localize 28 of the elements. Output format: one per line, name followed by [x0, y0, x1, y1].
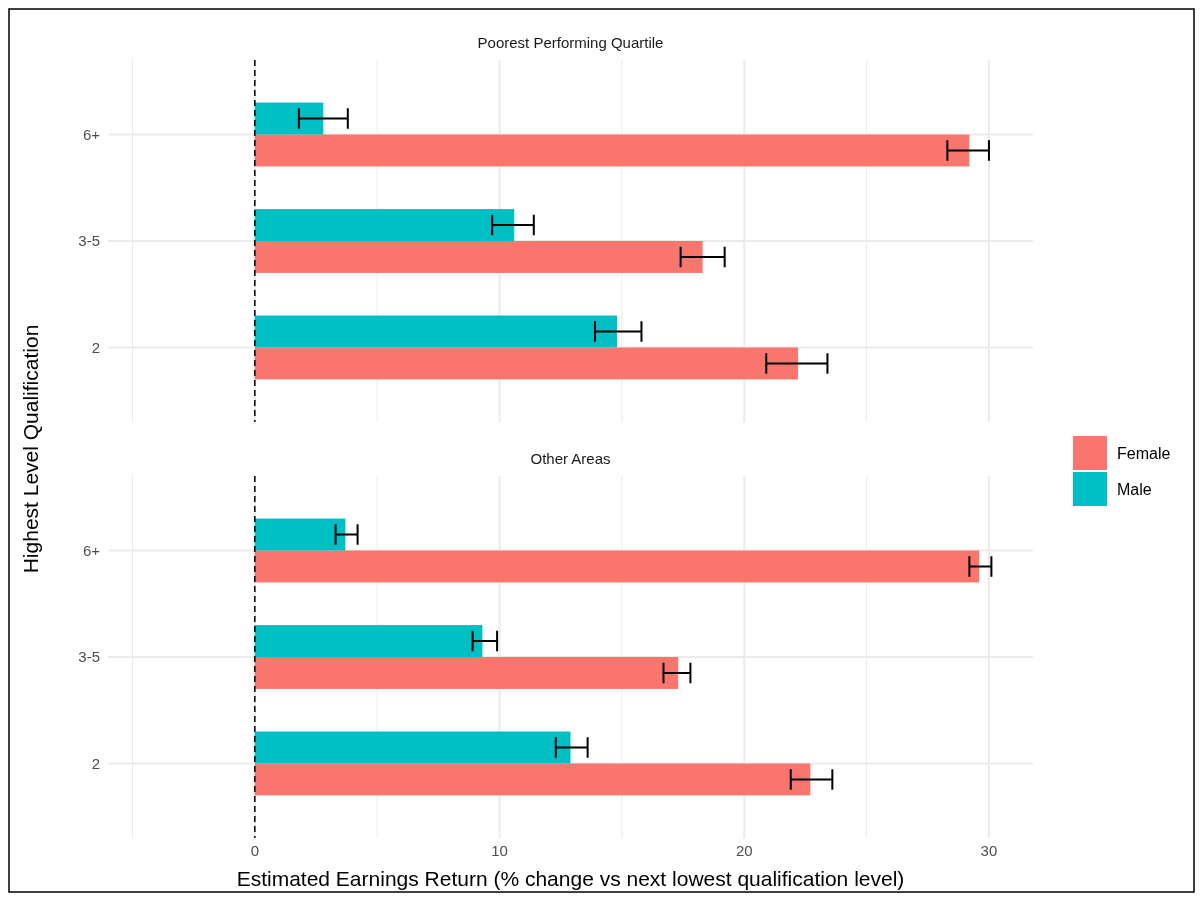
chart-title: Other Areas [530, 450, 611, 467]
x-axis-title: Estimated Earnings Return (% change vs next lowest qualification level) [236, 867, 905, 890]
y-tick-label: 3-5 [78, 232, 100, 250]
bar [254, 241, 703, 273]
x-tick-label: 10 [491, 842, 508, 859]
y-tick-label: 2 [91, 338, 100, 356]
bar [254, 625, 483, 657]
bar [254, 550, 980, 583]
x-tick-label: 0 [250, 842, 259, 859]
bar [254, 102, 324, 135]
bar [254, 731, 571, 764]
bar [254, 315, 617, 348]
x-tick-label: 20 [735, 842, 753, 859]
bar [254, 134, 970, 167]
y-axis-title: Highest Level Qualification [19, 324, 42, 574]
bar [254, 347, 799, 380]
x-tick-label: 30 [980, 842, 998, 859]
y-tick-label: 6+ [82, 541, 101, 559]
bar [254, 763, 811, 796]
bar [254, 518, 346, 551]
legend-label: Female [1117, 444, 1171, 462]
chart-title: Poorest Performing Quartile [477, 34, 664, 51]
bar [254, 209, 515, 241]
legend-label: Male [1117, 480, 1152, 498]
y-tick-label: 6+ [82, 125, 101, 143]
y-tick-label: 2 [91, 754, 100, 772]
y-tick-label: 3-5 [78, 648, 100, 666]
bar [254, 657, 679, 689]
